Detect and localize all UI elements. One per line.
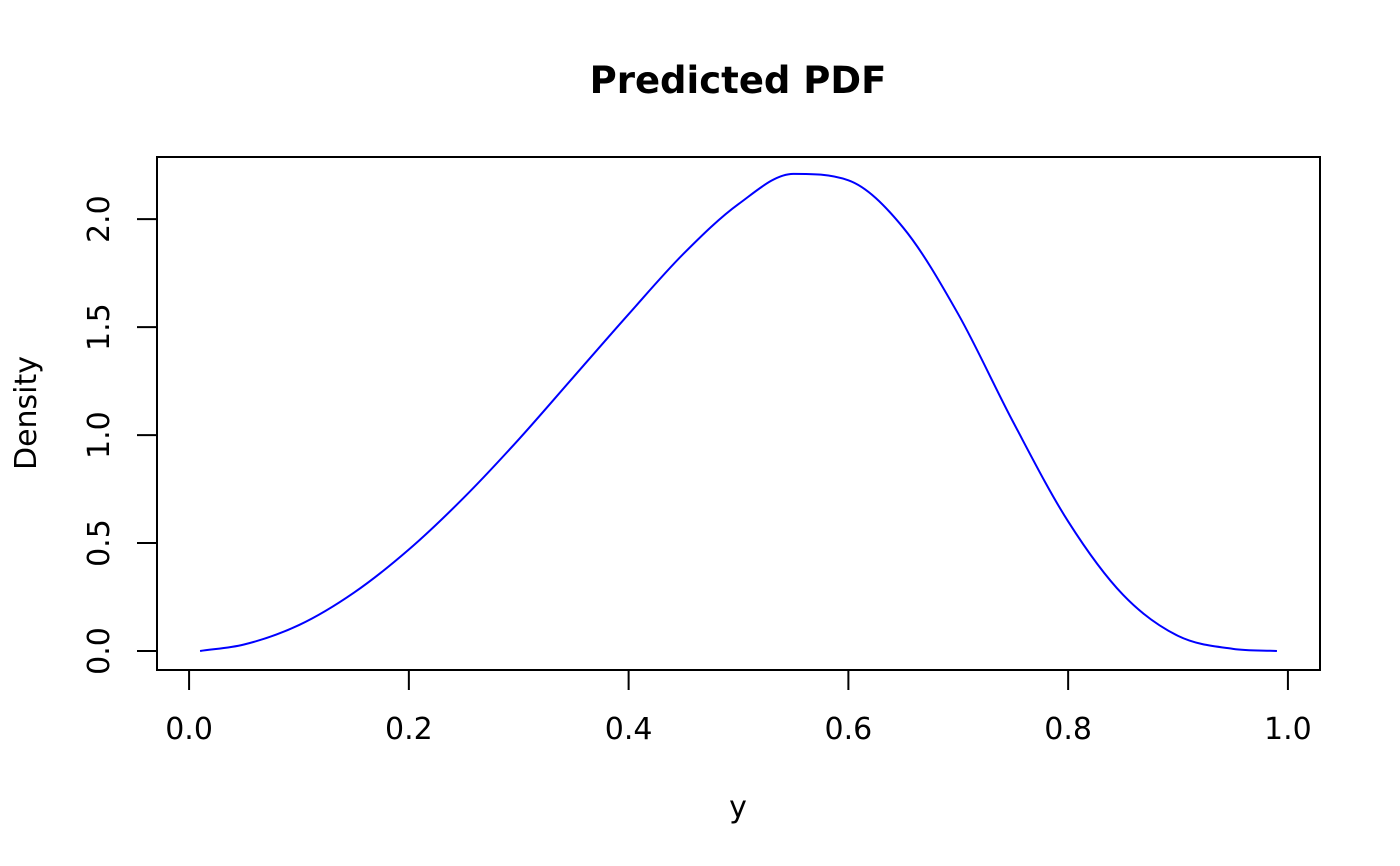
x-axis: 0.0 0.2 0.4 0.6 0.8 1.0 <box>165 669 1312 747</box>
x-tick-label: 1.0 <box>1264 712 1312 747</box>
x-tick-label: 0.6 <box>825 712 873 747</box>
x-axis-label: y <box>729 790 747 825</box>
x-tick-label: 0.8 <box>1044 712 1092 747</box>
x-tick-label: 0.4 <box>605 712 653 747</box>
y-axis: 0.0 0.5 1.0 1.5 2.0 <box>82 195 158 675</box>
y-tick-label: 2.0 <box>82 195 117 243</box>
density-curve <box>199 172 1277 652</box>
y-axis-label: Density <box>9 356 44 470</box>
chart-title: Predicted PDF <box>590 59 887 102</box>
x-tick-label: 0.2 <box>385 712 433 747</box>
y-tick-label: 0.0 <box>82 627 117 675</box>
y-tick-label: 1.0 <box>82 411 117 459</box>
y-tick-label: 0.5 <box>82 519 117 567</box>
y-tick-label: 1.5 <box>82 303 117 351</box>
x-tick-label: 0.0 <box>165 712 213 747</box>
plot-frame <box>156 156 1321 671</box>
